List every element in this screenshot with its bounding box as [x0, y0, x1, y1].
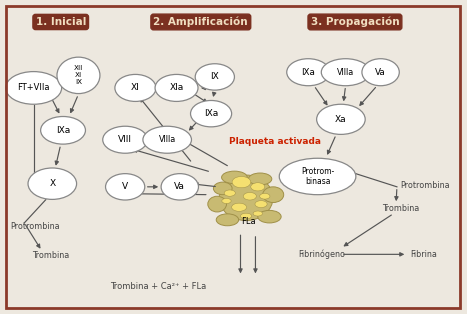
- Text: VIIIa: VIIIa: [337, 68, 354, 77]
- Text: Plaqueta activada: Plaqueta activada: [229, 138, 321, 146]
- Ellipse shape: [191, 100, 232, 127]
- Text: VIIIa: VIIIa: [159, 135, 176, 144]
- Ellipse shape: [41, 116, 85, 144]
- Ellipse shape: [28, 168, 77, 199]
- Ellipse shape: [258, 210, 281, 223]
- Ellipse shape: [317, 104, 365, 134]
- Ellipse shape: [255, 201, 267, 208]
- Ellipse shape: [253, 211, 262, 216]
- Ellipse shape: [208, 196, 226, 212]
- Ellipse shape: [161, 174, 198, 200]
- Text: IXa: IXa: [56, 126, 70, 135]
- Ellipse shape: [195, 64, 234, 90]
- Text: 1. Inicial: 1. Inicial: [35, 17, 86, 27]
- Text: 2. Amplificación: 2. Amplificación: [154, 17, 248, 27]
- Text: Trombina: Trombina: [382, 204, 419, 213]
- Ellipse shape: [251, 183, 265, 191]
- Ellipse shape: [103, 126, 148, 153]
- Ellipse shape: [219, 175, 273, 220]
- Text: Xa: Xa: [335, 115, 347, 124]
- Ellipse shape: [222, 171, 248, 184]
- Text: XIa: XIa: [170, 84, 184, 92]
- Ellipse shape: [263, 187, 284, 203]
- Ellipse shape: [362, 59, 399, 86]
- Ellipse shape: [222, 198, 231, 203]
- Text: Fibrina: Fibrina: [410, 250, 437, 259]
- Text: Protrom-
binasa: Protrom- binasa: [301, 167, 334, 186]
- Ellipse shape: [260, 193, 270, 199]
- Ellipse shape: [248, 173, 272, 185]
- Text: Trombina + Ca²⁺ + FLa: Trombina + Ca²⁺ + FLa: [110, 282, 206, 291]
- Text: X: X: [49, 179, 56, 188]
- Ellipse shape: [232, 176, 251, 188]
- Ellipse shape: [279, 158, 356, 195]
- Ellipse shape: [106, 174, 145, 200]
- Text: XII
XI
IX: XII XI IX: [74, 65, 83, 85]
- Text: IXa: IXa: [301, 68, 315, 77]
- Text: XI: XI: [131, 84, 140, 92]
- Ellipse shape: [241, 213, 252, 219]
- Ellipse shape: [224, 190, 235, 196]
- Ellipse shape: [321, 59, 370, 86]
- Text: 3. Propagación: 3. Propagación: [311, 17, 399, 27]
- Ellipse shape: [115, 74, 156, 101]
- Text: Fibrinógeno: Fibrinógeno: [298, 250, 345, 259]
- Ellipse shape: [216, 214, 239, 226]
- Text: IXa: IXa: [204, 109, 218, 118]
- Text: Protrombina: Protrombina: [400, 181, 449, 190]
- Ellipse shape: [213, 182, 232, 195]
- Text: IX: IX: [211, 73, 219, 81]
- Text: Protrombina: Protrombina: [10, 222, 60, 231]
- Text: FLa: FLa: [241, 217, 256, 226]
- Text: Va: Va: [174, 182, 185, 191]
- Text: VIII: VIII: [118, 135, 132, 144]
- Text: FT+VIIa: FT+VIIa: [17, 84, 50, 92]
- Ellipse shape: [287, 59, 330, 86]
- Text: Va: Va: [375, 68, 386, 77]
- Ellipse shape: [155, 74, 198, 101]
- Ellipse shape: [57, 57, 100, 94]
- Ellipse shape: [143, 126, 191, 153]
- Ellipse shape: [232, 203, 247, 211]
- Text: Trombina: Trombina: [32, 252, 69, 260]
- Ellipse shape: [6, 72, 62, 104]
- Text: V: V: [122, 182, 128, 191]
- Ellipse shape: [243, 192, 256, 200]
